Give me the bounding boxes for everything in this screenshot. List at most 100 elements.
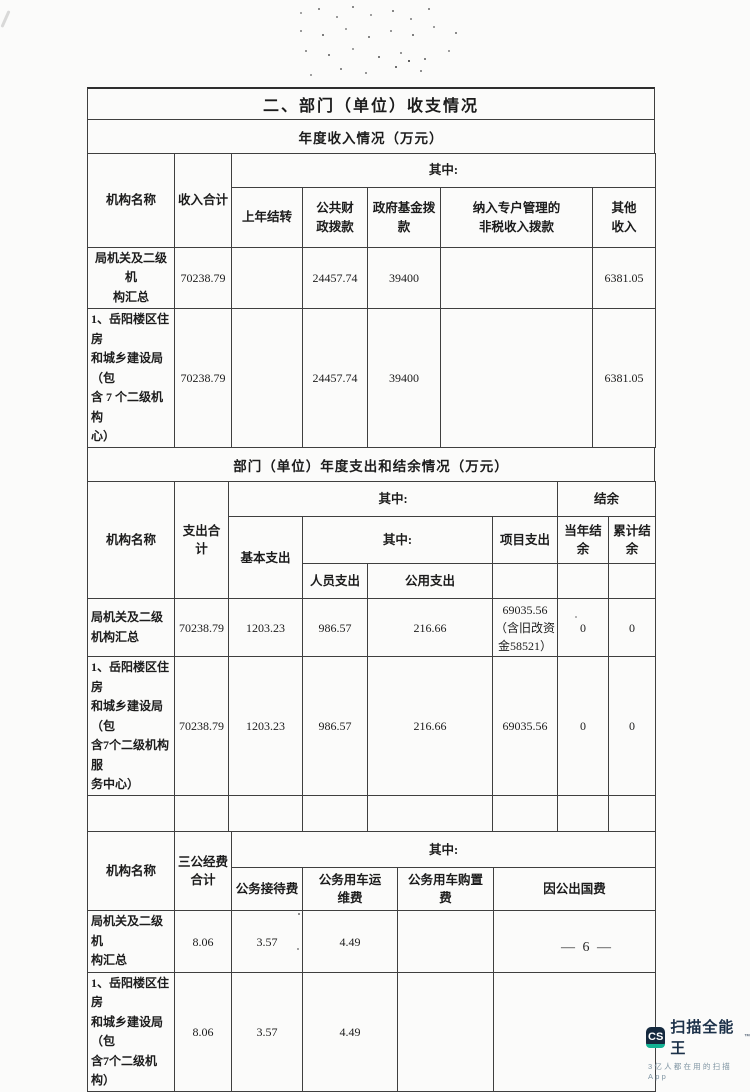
among-which-header: 其中:: [230, 153, 657, 188]
cell: [492, 910, 657, 973]
cell: 24457.74: [302, 246, 368, 310]
gov-fund-header: 政府基金拨款: [367, 187, 441, 248]
empty-header-cell: [557, 563, 610, 600]
cell: 6381.05: [591, 246, 657, 310]
cell: 4.49: [302, 910, 398, 973]
expense-total-header: 支出合计: [174, 481, 229, 600]
cumulative-balance-header: 累计结 余: [608, 516, 657, 565]
cell: [557, 795, 610, 833]
cell: 24457.74: [302, 308, 368, 449]
among-which-header: 其中:: [302, 516, 493, 565]
table-row: 局机关及二级机 构汇总 70238.79 24457.74 39400 6381…: [87, 246, 657, 310]
org-name-cell: 1、岳阳楼区住房 和城乡建设局（包 含 7 个二级机构 心）: [87, 308, 175, 449]
cell: 1203.23: [228, 598, 303, 658]
sangong-header-row-1: 机构名称 三公经费 合计 其中:: [87, 831, 657, 912]
table-row: 局机关及二级机 构汇总 8.06 3.57 4.49: [87, 910, 657, 973]
vehicle-maintenance-header: 公务用车运 维费: [302, 867, 398, 912]
table-row: [87, 795, 657, 833]
cell: 70238.79: [174, 598, 229, 658]
cell: 39400: [367, 246, 441, 310]
empty-header-cell: [491, 563, 559, 600]
income-total-header: 收入合计: [174, 153, 232, 248]
cell: 8.06: [174, 910, 232, 973]
document-page: 二、部门（单位）收支情况 年度收入情况（万元） 机构名称 收入合计 其中: 上年…: [87, 87, 657, 1092]
cell: 70238.79: [174, 246, 232, 310]
cell: 0: [608, 656, 657, 797]
cell: 216.66: [367, 598, 493, 658]
cell: [174, 795, 229, 833]
carryover-header: 上年结转: [231, 187, 303, 248]
income-header-row-2: 上年结转 公共财 政拨款 政府基金拨款 纳入专户管理的 非税收入拨款 其他 收入: [88, 187, 657, 248]
cell: [231, 308, 303, 449]
cell: 1203.23: [228, 656, 303, 797]
cell: 0: [557, 598, 610, 658]
org-name-cell: 1、岳阳楼区住房 和城乡建设局（包 含7个二级机构）: [87, 971, 175, 1092]
scan-smudge: [0, 10, 11, 28]
cell: [397, 971, 494, 1092]
personnel-expense-header: 人员支出: [302, 563, 368, 600]
table-row: 1、岳阳楼区住房 和城乡建设局（包 含7个二级机构服 务中心） 70238.79…: [87, 656, 657, 797]
cell: 70238.79: [174, 308, 232, 449]
cell: 0: [608, 598, 657, 658]
basic-expense-header: 基本支出: [228, 516, 303, 600]
vehicle-purchase-header: 公务用车购置 费: [397, 867, 494, 912]
table-row: 1、岳阳楼区住房 和城乡建设局（包 含 7 个二级机构 心） 70238.79 …: [87, 308, 657, 449]
sangong-total-header: 三公经费 合计: [174, 831, 232, 912]
public-expense-header: 公用支出: [367, 563, 493, 600]
empty-header-cell: [608, 563, 657, 600]
org-name-cell: 局机关及二级机 构汇总: [87, 910, 175, 973]
expense-section-title: 部门（单位）年度支出和结余情况（万元）: [87, 447, 655, 483]
org-name-header: 机构名称: [87, 831, 175, 912]
watermark-tagline: 3亿人都在用的扫描App: [648, 1062, 732, 1081]
non-tax-header: 纳入专户管理的 非税收入拨款: [440, 187, 593, 248]
other-income-header: 其他 收入: [591, 187, 657, 248]
camscanner-watermark: CS 扫描全能王 ™ 3亿人都在用的扫描App: [646, 1016, 750, 1081]
org-name-cell: 1、岳阳楼区住房 和城乡建设局（包 含7个二级机构服 务中心）: [87, 656, 175, 797]
cell: 986.57: [302, 656, 368, 797]
cell: 8.06: [174, 971, 232, 1092]
expense-header-row-1: 机构名称 支出合计 其中: 结余: [87, 481, 657, 600]
income-section-title: 年度收入情况（万元）: [87, 119, 655, 154]
trademark-symbol: ™: [744, 1034, 750, 1040]
cell: [440, 246, 593, 310]
page-title: 二、部门（单位）收支情况: [87, 87, 655, 120]
cell: [302, 795, 368, 833]
org-name-cell: 局机关及二级机 构汇总: [87, 246, 175, 310]
official-reception-header: 公务接待费: [231, 867, 303, 912]
cell: 4.49: [302, 971, 398, 1092]
cell: [367, 795, 493, 833]
expense-table: 机构名称 支出合计 其中: 结余 基本支出 其中: 项目支出 当年结 余 累计结…: [87, 481, 657, 833]
cell: [492, 971, 657, 1092]
income-header-row-1: 机构名称 收入合计 其中:: [87, 153, 657, 248]
cell: 3.57: [231, 910, 303, 973]
cell: 986.57: [302, 598, 368, 658]
cell: 3.57: [231, 971, 303, 1092]
cell: [491, 795, 559, 833]
among-which-header: 其中:: [227, 481, 559, 518]
org-name-header: 机构名称: [87, 481, 175, 600]
expense-header-row-2: 基本支出 其中: 项目支出 当年结 余 累计结 余: [88, 516, 657, 600]
cell: 70238.79: [174, 656, 229, 797]
among-which-header: 其中:: [230, 831, 657, 869]
public-finance-header: 公共财 政拨款: [302, 187, 368, 248]
cell: [228, 795, 303, 833]
cell: [608, 795, 657, 833]
project-expense-header: 项目支出: [491, 516, 559, 565]
cell: [231, 246, 303, 310]
page-number: — 6 —: [561, 940, 613, 955]
overseas-trips-header: 因公出国费: [492, 867, 657, 912]
income-table: 机构名称 收入合计 其中: 上年结转 公共财 政拨款 政府基金拨款 纳入专户管理…: [87, 153, 657, 449]
brand-name: 扫描全能王: [670, 1019, 735, 1057]
cell: 0: [557, 656, 610, 797]
cell: 39400: [367, 308, 441, 449]
cell: [397, 910, 494, 973]
scan-noise-speckles: [0, 0, 2, 2]
cell: 216.66: [367, 656, 493, 797]
expense-header-row-3: 人员支出 公用支出: [88, 563, 657, 600]
cell: [440, 308, 593, 449]
watermark-brand-row: CS 扫描全能王 ™: [646, 1016, 750, 1058]
logo-letters: CS: [648, 1031, 664, 1043]
table-row: 局机关及二级 机构汇总 70238.79 1203.23 986.57 216.…: [87, 598, 657, 658]
org-name-cell: 局机关及二级 机构汇总: [87, 598, 175, 658]
cell: [87, 795, 175, 833]
